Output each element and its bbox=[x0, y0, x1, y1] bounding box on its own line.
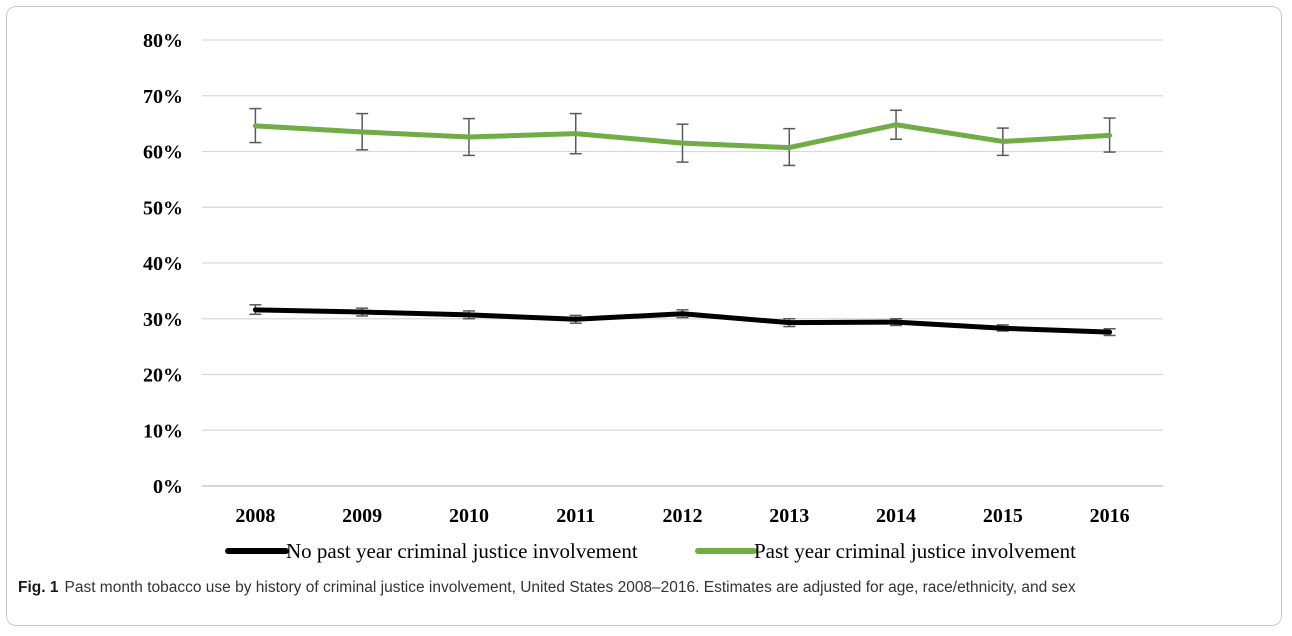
x-tick-label: 2010 bbox=[449, 505, 489, 527]
y-tick-label: 80% bbox=[143, 30, 183, 52]
y-tick-label: 50% bbox=[143, 197, 183, 219]
x-tick-label: 2015 bbox=[983, 505, 1023, 527]
caption-text: Past month tobacco use by history of cri… bbox=[64, 579, 1076, 596]
data-point bbox=[788, 147, 790, 149]
legend: No past year criminal justice involvemen… bbox=[225, 539, 1076, 563]
y-axis-ticks: 0% 10% 20% 30% 40% 50% 60% 70% 80% bbox=[143, 30, 183, 498]
legend-label-involvement: Past year criminal justice involvement bbox=[754, 539, 1076, 563]
series-line bbox=[252, 307, 1113, 335]
line-chart: 0%10%20%30%40%50%60%70%80% 2008 2009 2010 2… bbox=[143, 30, 1163, 563]
data-point bbox=[1002, 327, 1004, 329]
x-axis-ticks: 2008 2009 2010 2011 2012 2013 2014 2015 2016 bbox=[235, 505, 1129, 527]
y-tick-label: 40% bbox=[143, 253, 183, 275]
y-tick-label: 70% bbox=[143, 86, 183, 108]
x-tick-label: 2009 bbox=[342, 505, 382, 527]
x-tick-label: 2008 bbox=[235, 505, 275, 527]
data-point bbox=[575, 133, 577, 135]
series-lines bbox=[252, 122, 1113, 335]
data-point bbox=[1109, 331, 1111, 333]
data-point bbox=[682, 313, 683, 315]
data-point bbox=[682, 142, 683, 144]
legend-label-no-involvement: No past year criminal justice involvemen… bbox=[286, 539, 638, 563]
x-tick-label: 2011 bbox=[556, 505, 595, 527]
data-point bbox=[895, 124, 897, 126]
data-point bbox=[788, 322, 790, 324]
figure-label: Fig. 1 bbox=[18, 579, 59, 596]
x-tick-label: 2013 bbox=[769, 505, 809, 527]
data-point bbox=[1002, 140, 1004, 142]
data-point bbox=[1109, 134, 1111, 136]
y-tick-label: 0% bbox=[153, 476, 183, 498]
x-tick-label: 2016 bbox=[1090, 505, 1130, 527]
y-tick-label: 60% bbox=[143, 142, 183, 164]
data-point bbox=[468, 314, 470, 316]
data-point bbox=[468, 136, 470, 138]
figure-caption: Fig. 1 Past month tobacco use by history … bbox=[18, 576, 1268, 599]
data-point bbox=[575, 318, 577, 320]
data-point bbox=[254, 125, 256, 127]
data-point bbox=[361, 311, 363, 313]
y-tick-label: 30% bbox=[143, 309, 183, 331]
x-tick-label: 2014 bbox=[876, 505, 916, 527]
data-point bbox=[361, 131, 363, 133]
data-point bbox=[895, 321, 897, 323]
x-tick-label: 2012 bbox=[663, 505, 703, 527]
y-tick-label: 10% bbox=[143, 420, 183, 442]
data-point bbox=[254, 309, 256, 311]
gridlines bbox=[202, 39, 1163, 487]
y-tick-label: 20% bbox=[143, 365, 183, 387]
